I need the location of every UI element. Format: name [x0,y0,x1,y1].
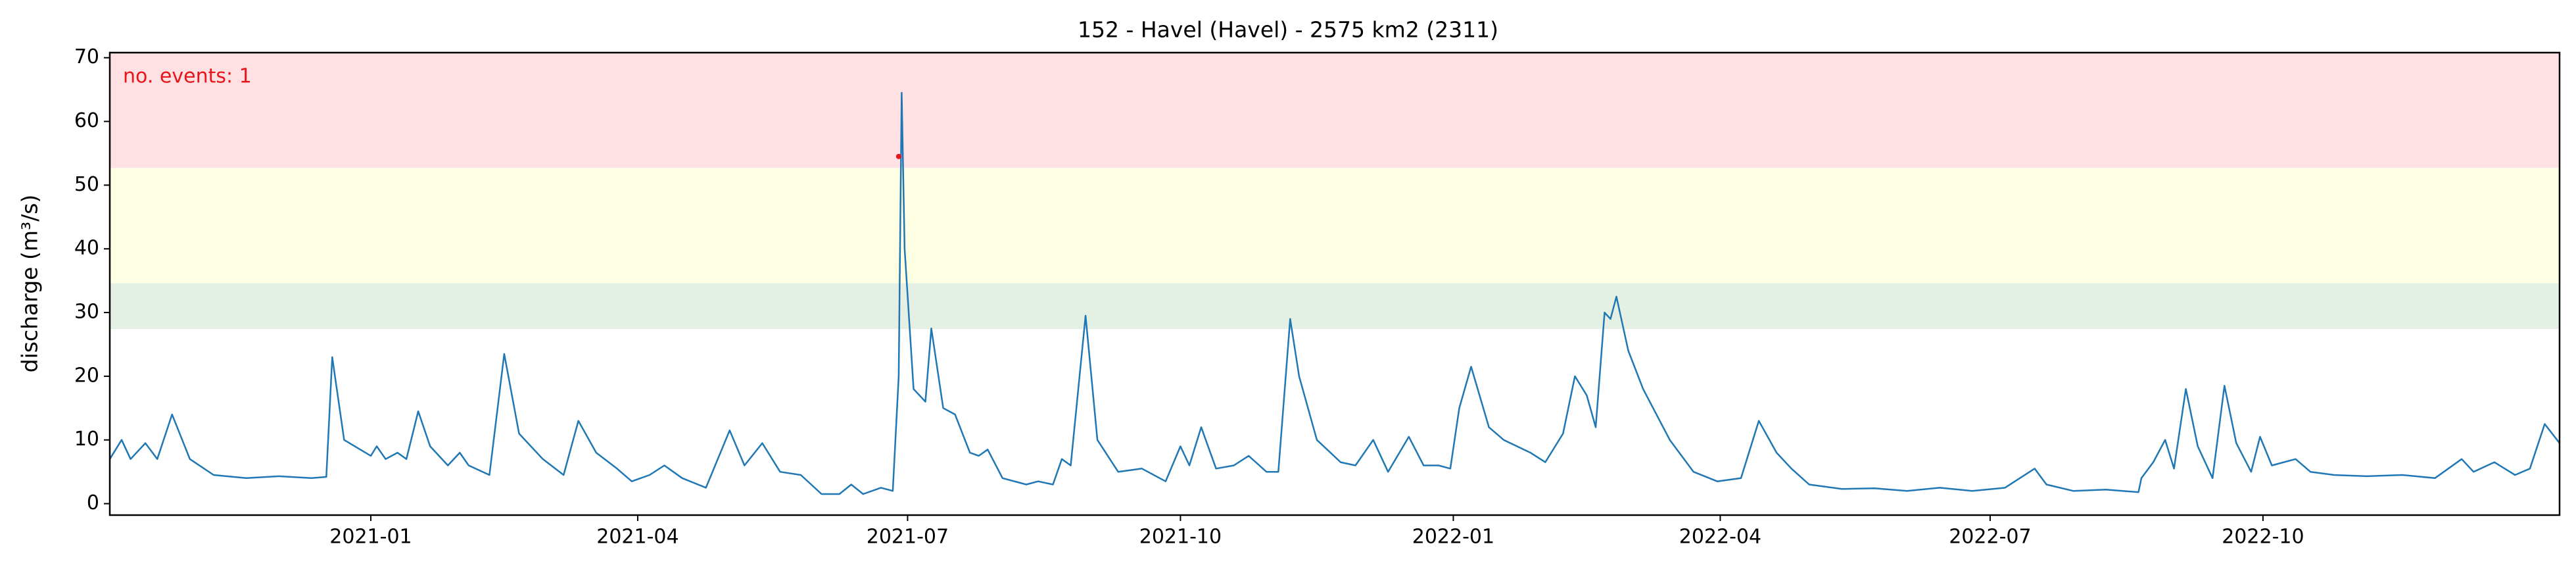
threshold-band [110,53,2560,168]
x-tick-label: 2021-01 [329,526,412,549]
y-tick-label: 60 [74,109,99,132]
x-tick-label: 2022-07 [1949,526,2031,549]
x-tick-label: 2022-10 [2222,526,2304,549]
x-tick-label: 2021-07 [867,526,949,549]
threshold-band [110,283,2560,330]
axes-frame [108,51,2561,516]
y-tick-label: 30 [74,301,99,324]
x-tick-label: 2022-04 [1679,526,1761,549]
y-tick-label: 70 [74,45,99,68]
discharge-line [110,91,2560,495]
chart-title: 152 - Havel (Havel) - 2575 km2 (2311) [1078,17,1498,43]
threshold-band [110,168,2560,284]
y-tick-label: 40 [74,237,99,260]
annotation: no. events: 1 [123,65,252,88]
x-tick-label: 2022-01 [1412,526,1494,549]
x-tick-label: 2021-10 [1139,526,1222,549]
plot-area [110,53,2560,495]
y-tick-label: 10 [74,428,99,451]
y-tick-label: 0 [87,491,99,514]
event-marker [895,153,901,159]
y-tick-label: 50 [74,173,99,196]
x-tick-label: 2021-04 [596,526,679,549]
y-tick-label: 20 [74,364,99,387]
y-axis-label: discharge (m³/s) [17,195,43,373]
